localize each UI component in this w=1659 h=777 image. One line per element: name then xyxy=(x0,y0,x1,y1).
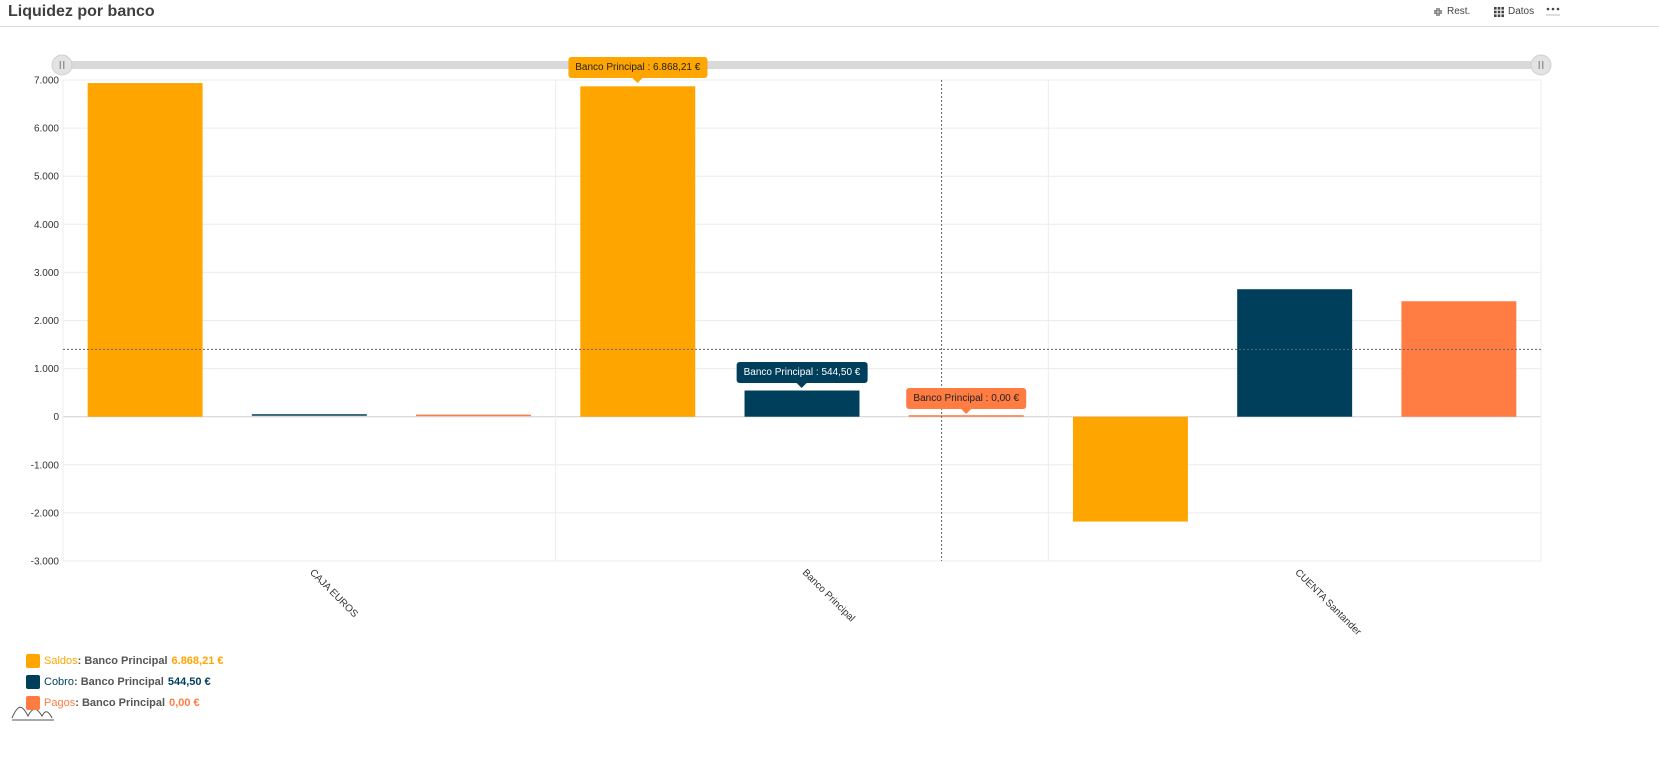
legend-separator: : xyxy=(75,697,82,709)
legend-separator: : xyxy=(73,676,81,688)
reset-zoom-label: Rest. xyxy=(1447,6,1471,17)
legend-series-name: Cobro xyxy=(44,676,74,688)
y-tick-label: -3.000 xyxy=(31,557,60,568)
bar-pagos-0[interactable] xyxy=(416,414,532,417)
y-tick-label: 6.000 xyxy=(34,124,59,135)
y-tick-label: -2.000 xyxy=(31,508,60,519)
legend-item-cobro[interactable]: Cobro: Banco Principal 544,50 € xyxy=(26,674,224,690)
legend-value: 0,00 € xyxy=(169,697,200,709)
legend-swatch xyxy=(26,696,40,710)
slider-track[interactable] xyxy=(62,61,1541,69)
x-tick-label: CUENTA Santander xyxy=(1293,567,1364,638)
tooltip-pagos: Banco Principal : 0,00 € xyxy=(906,387,1027,414)
x-tick-label: CAJA EUROS xyxy=(307,567,360,620)
chart-title: Liquidez por banco xyxy=(8,3,155,20)
legend-swatch xyxy=(26,675,40,689)
slider-handle-right[interactable] xyxy=(1530,54,1552,76)
chart-header: Liquidez por banco Rest. Datos xyxy=(0,0,1659,27)
y-tick-label: 2.000 xyxy=(34,316,59,327)
legend-separator: : xyxy=(77,655,85,667)
grid-icon xyxy=(1494,6,1504,17)
bars xyxy=(87,83,1517,522)
legend-swatch xyxy=(26,654,40,668)
legend: Saldos: Banco Principal 6.868,21 € Cobro: … xyxy=(26,653,224,716)
bar-pagos-2[interactable] xyxy=(1401,301,1517,417)
bar-saldos-0[interactable] xyxy=(87,83,203,417)
legend-value: 544,50 € xyxy=(167,676,211,688)
reset-zoom-button[interactable]: Rest. xyxy=(1433,6,1470,17)
bar-saldos-2[interactable] xyxy=(1072,416,1188,522)
legend-bank: Banco Principal xyxy=(81,697,166,709)
bar-saldos-1[interactable] xyxy=(580,86,696,417)
data-table-button[interactable]: Datos xyxy=(1494,6,1534,17)
more-dots-icon xyxy=(1546,7,1560,16)
zoom-slider[interactable] xyxy=(51,54,1552,76)
y-tick-label: 4.000 xyxy=(34,220,59,231)
y-tick-label: 5.000 xyxy=(34,172,59,183)
bar-cobro-0[interactable] xyxy=(251,414,367,416)
tooltip-cobro: Banco Principal : 544,50 € xyxy=(736,361,868,388)
bar-cobro-1[interactable] xyxy=(744,390,860,417)
legend-item-saldos[interactable]: Saldos: Banco Principal 6.868,21 € xyxy=(26,653,224,669)
x-tick-label: Banco Principal xyxy=(800,567,857,624)
legend-bank: Banco Principal xyxy=(84,655,168,667)
tooltip-saldos: Banco Principal : 6.868,21 € xyxy=(568,57,708,84)
bar-pagos-1[interactable] xyxy=(908,415,1024,417)
y-tick-label: 0 xyxy=(53,412,59,423)
reset-zoom-icon xyxy=(1434,7,1442,16)
y-tick-label: 1.000 xyxy=(34,364,59,375)
more-options-button[interactable] xyxy=(1546,4,1560,16)
slider-handle-left[interactable] xyxy=(51,54,73,76)
legend-item-pagos[interactable]: Pagos: Banco Principal 0,00 € xyxy=(26,695,224,711)
y-tick-label: 3.000 xyxy=(34,268,59,279)
legend-series-name: Saldos xyxy=(44,655,78,667)
axes: -3.000 -2.000 -1.000 0 1.000 2.000 3.000 4.000 5… xyxy=(31,76,1364,639)
legend-bank: Banco Principal xyxy=(80,676,164,688)
y-tick-label: 7.000 xyxy=(34,76,59,87)
legend-value: 6.868,21 € xyxy=(171,655,224,667)
legend-series-name: Pagos xyxy=(44,697,76,709)
y-tick-label: -1.000 xyxy=(31,460,60,471)
crosshair xyxy=(63,80,1541,561)
bar-cobro-2[interactable] xyxy=(1237,289,1353,417)
data-table-label: Datos xyxy=(1508,6,1535,17)
